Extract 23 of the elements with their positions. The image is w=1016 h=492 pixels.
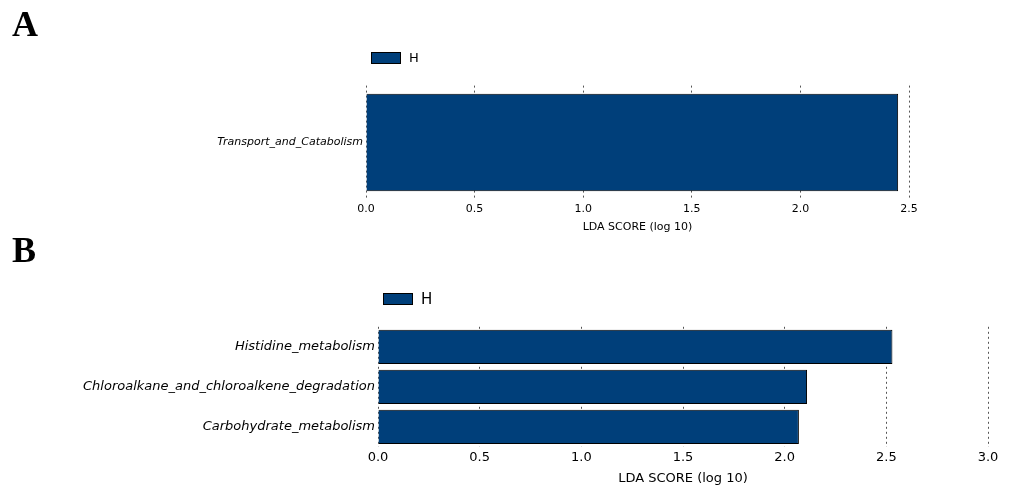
x-tick-label: 2.5 [875, 448, 897, 464]
x-tick-label: 0.0 [357, 202, 375, 216]
x-tick-label: 2.5 [900, 202, 918, 216]
series-label: H [421, 290, 433, 308]
x-tick-label: 2.0 [791, 202, 810, 216]
x-tick-label: 3.0 [977, 448, 999, 464]
x-tick-label: 1.5 [672, 448, 694, 464]
text: H [409, 50, 419, 65]
x-tick-label: 2.0 [774, 448, 796, 464]
y-tick-label: Carbohydrate_metabolism [202, 418, 375, 434]
x-tick-label: 1.5 [683, 202, 701, 216]
x-tick-label: 1.0 [574, 202, 592, 216]
x-tick-label: 0.5 [469, 448, 491, 464]
x-tick-label: 1.0 [570, 448, 592, 464]
y-tick-label: Histidine_metabolism [234, 338, 375, 354]
x-axis-title: LDA SCORE (log 10) [582, 220, 693, 234]
x-tick-label: 0.5 [465, 202, 484, 216]
text: A [12, 4, 38, 44]
x-axis-title: LDA SCORE (log 10) [618, 469, 748, 485]
y-tick-label: Chloroalkane_and_chloroalkene_degradation [83, 378, 375, 394]
y-tick-label: Transport_and_Catabolism [217, 135, 363, 149]
x-tick-label: 0.0 [367, 448, 389, 464]
text: B [12, 230, 37, 270]
